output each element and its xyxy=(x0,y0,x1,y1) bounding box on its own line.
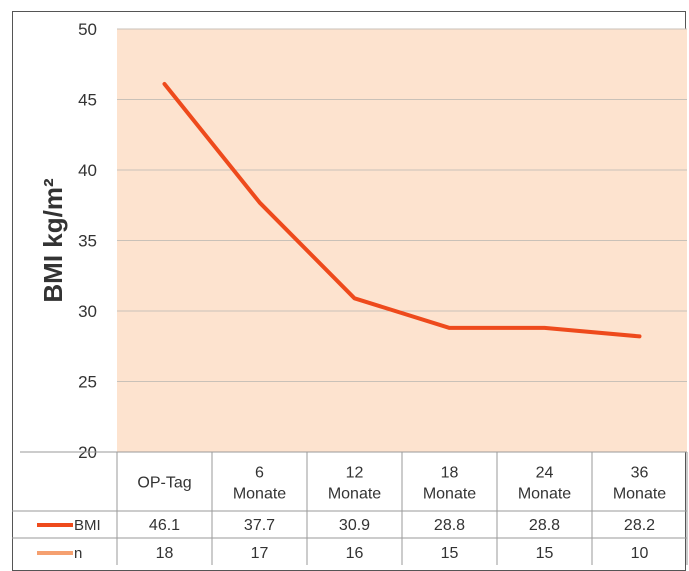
category-label: 6 xyxy=(255,465,264,482)
y-tick-label: 40 xyxy=(78,161,97,180)
legend-label-n: n xyxy=(74,545,82,562)
category-label: 12 xyxy=(346,465,364,482)
category-label: Monate xyxy=(328,486,381,503)
y-tick-label: 25 xyxy=(78,373,97,392)
table-cell: 16 xyxy=(346,545,364,562)
table-cell: 15 xyxy=(536,545,554,562)
legend-label-bmi: BMI xyxy=(74,517,101,534)
table-cell: 46.1 xyxy=(149,517,180,534)
table-cell: 15 xyxy=(441,545,459,562)
category-label: Monate xyxy=(423,486,476,503)
table-cell: 28.8 xyxy=(529,517,560,534)
table-cell: 17 xyxy=(251,545,269,562)
table-cell: 37.7 xyxy=(244,517,275,534)
y-tick-label: 30 xyxy=(78,302,97,321)
category-label: Monate xyxy=(518,486,571,503)
table-cell: 30.9 xyxy=(339,517,370,534)
table-cell: 28.8 xyxy=(434,517,465,534)
table-cell: 10 xyxy=(631,545,649,562)
category-label: 18 xyxy=(441,465,459,482)
table-cell: 18 xyxy=(156,545,174,562)
y-tick-label: 45 xyxy=(78,91,97,110)
category-label: 36 xyxy=(631,465,649,482)
y-tick-label: 50 xyxy=(78,20,97,39)
table-cell: 28.2 xyxy=(624,517,655,534)
y-tick-label: 35 xyxy=(78,232,97,251)
category-label: OP-Tag xyxy=(137,475,191,492)
category-label: Monate xyxy=(233,486,286,503)
y-axis-title: BMI kg/m² xyxy=(38,178,68,303)
category-label: Monate xyxy=(613,486,666,503)
category-label: 24 xyxy=(536,465,554,482)
